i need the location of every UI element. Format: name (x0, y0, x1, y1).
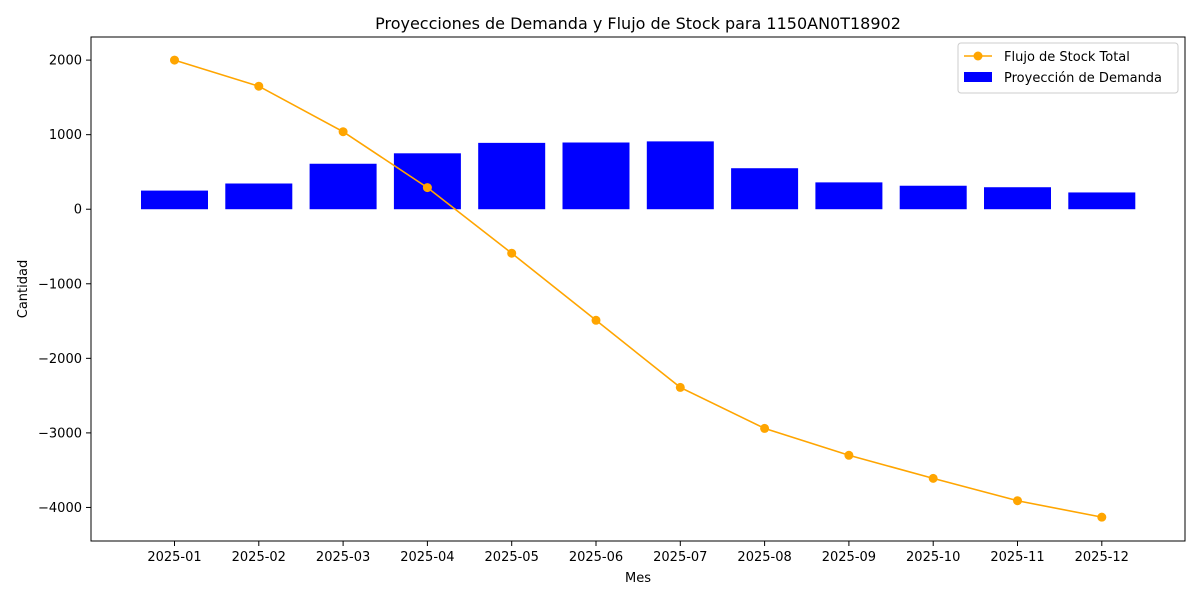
line-point-2025-05 (507, 248, 517, 258)
x-tick-label: 2025-06 (569, 550, 623, 565)
line-point-2025-09 (844, 450, 854, 460)
line-series (170, 55, 1107, 522)
bar-2025-09 (815, 182, 883, 210)
x-tick-label: 2025-08 (737, 550, 791, 565)
x-tick-label: 2025-03 (316, 550, 370, 565)
y-tick-label: −3000 (38, 426, 82, 441)
line-point-2025-12 (1097, 512, 1107, 522)
x-tick-label: 2025-02 (232, 550, 286, 565)
x-axis-label: Mes (625, 571, 651, 586)
bar-2025-11 (984, 187, 1051, 210)
line-point-2025-11 (1013, 496, 1022, 506)
y-axis-label: Cantidad (16, 260, 31, 318)
y-tick-label: 1000 (49, 128, 82, 143)
bar-2025-12 (1068, 192, 1136, 210)
line-point-2025-04 (422, 183, 432, 193)
x-tick-label: 2025-11 (990, 550, 1044, 565)
bar-2025-06 (562, 142, 630, 210)
legend-marker-swatch (973, 51, 983, 61)
legend: Flujo de Stock Total Proyección de Deman… (957, 42, 1179, 94)
y-tick-label: 2000 (49, 54, 82, 69)
x-tick-label: 2025-12 (1075, 550, 1129, 565)
plot-frame (90, 36, 1186, 542)
legend-bar-swatch (964, 72, 992, 82)
legend-box (957, 42, 1179, 94)
bar-2025-08 (731, 168, 799, 210)
line-point-2025-07 (675, 382, 685, 392)
bar-series (141, 141, 1136, 210)
y-tick-label: 0 (74, 203, 82, 218)
x-tick-label: 2025-01 (147, 550, 201, 565)
x-tick-label: 2025-07 (653, 550, 707, 565)
line-point-2025-03 (338, 127, 348, 137)
x-tick-label: 2025-09 (822, 550, 876, 565)
bar-2025-02 (225, 183, 293, 210)
bar-2025-07 (646, 141, 714, 210)
bar-2025-01 (141, 190, 208, 210)
line-point-2025-08 (760, 423, 770, 433)
line-point-2025-02 (254, 81, 264, 91)
chart-title: Proyecciones de Demanda y Flujo de Stock… (375, 14, 901, 33)
bar-2025-10 (899, 185, 967, 210)
legend-label-bar: Proyección de Demanda (1004, 71, 1162, 86)
x-axis: 2025-01 2025-02 2025-03 2025-04 2025-05 2025-… (147, 541, 1129, 565)
x-tick-label: 2025-04 (400, 550, 454, 565)
y-tick-label: −1000 (38, 277, 82, 292)
bar-2025-05 (478, 142, 546, 210)
stock-flow-line (174, 59, 1102, 518)
y-axis: −4000 −3000 −2000 −1000 0 1000 2000 (38, 54, 91, 516)
legend-label-line: Flujo de Stock Total (1004, 50, 1130, 65)
x-tick-label: 2025-10 (906, 550, 960, 565)
line-point-2025-10 (928, 473, 938, 483)
line-point-2025-06 (591, 315, 601, 325)
y-tick-label: −2000 (38, 352, 82, 367)
x-tick-label: 2025-05 (485, 550, 539, 565)
line-point-2025-01 (170, 55, 179, 65)
bar-2025-04 (393, 153, 461, 210)
y-tick-label: −4000 (38, 501, 82, 516)
bar-2025-03 (309, 163, 377, 210)
